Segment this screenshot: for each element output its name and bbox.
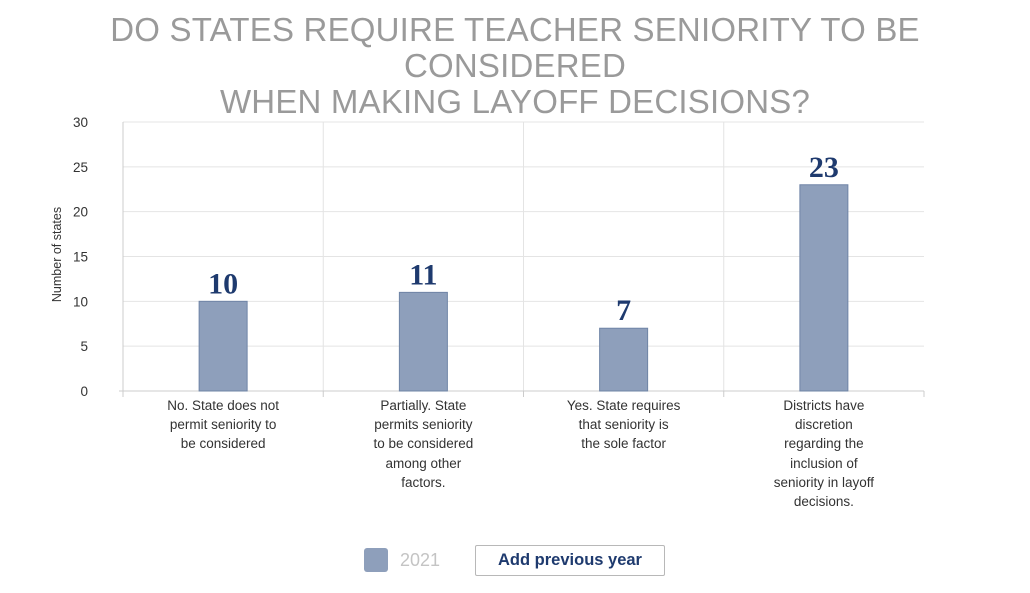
bar-data-label: 10 [208,267,238,300]
x-category-label: Yes. State requires that seniority is the … [549,396,699,454]
y-axis-title: Number of states [50,207,64,302]
chart-title-line-2: WHEN MAKING LAYOFF DECISIONS? [219,83,811,120]
x-category-label-line: seniority in layoff [773,474,875,490]
y-tick-label: 0 [80,384,88,399]
x-category-label-line: among other [385,455,462,471]
bar-data-label: 11 [409,258,437,291]
legend[interactable]: 2021 [364,548,440,572]
legend-swatch [364,548,388,572]
legend-label: 2021 [400,549,441,570]
bar-data-label: 7 [616,294,631,327]
x-category-label-line: No. State does not [167,398,280,413]
x-category-label: No. State does not permit seniority to be … [148,396,298,454]
bar [398,291,448,392]
chart-title-line-1: DO STATES REQUIRE TEACHER SENIORITY TO B… [110,11,920,84]
y-tick-label: 15 [73,250,88,265]
x-category-label-line: factors. [401,474,446,490]
x-category-label-line: inclusion of [790,455,858,471]
y-tick-label: 30 [73,115,88,130]
x-category-label-line: permit seniority to [169,417,277,433]
x-category-label-line: to be considered [373,436,474,452]
x-category-label: Partially. State permits seniority to be c… [348,396,498,492]
x-category-label-line: be considered [180,436,266,452]
x-category-label-line: regarding the [784,436,864,452]
x-category-label-line: permits seniority [374,417,473,433]
x-category-label: Districts have discretion regarding the inc… [749,396,899,511]
x-category-label-line: Yes. State requires [566,398,681,413]
x-category-label-line: Districts have [783,398,865,413]
bar-data-label: 23 [809,151,839,184]
x-category-label-line: that seniority is [578,417,669,433]
y-tick-label: 25 [73,160,88,175]
x-category-label-line: the sole factor [581,436,667,452]
x-category-label-line: decisions. [793,494,854,510]
y-tick-label: 5 [80,339,88,354]
bar [198,300,248,392]
y-tick-label: 20 [73,205,88,220]
x-category-label-line: Partially. State [380,398,467,413]
add-previous-year-button[interactable]: Add previous year [475,545,665,576]
x-category-label-line: discretion [794,417,853,433]
bar [799,184,849,392]
y-tick-label: 10 [73,294,88,309]
chart-title: DO STATES REQUIRE TEACHER SENIORITY TO B… [0,12,1030,120]
bar [599,327,649,392]
